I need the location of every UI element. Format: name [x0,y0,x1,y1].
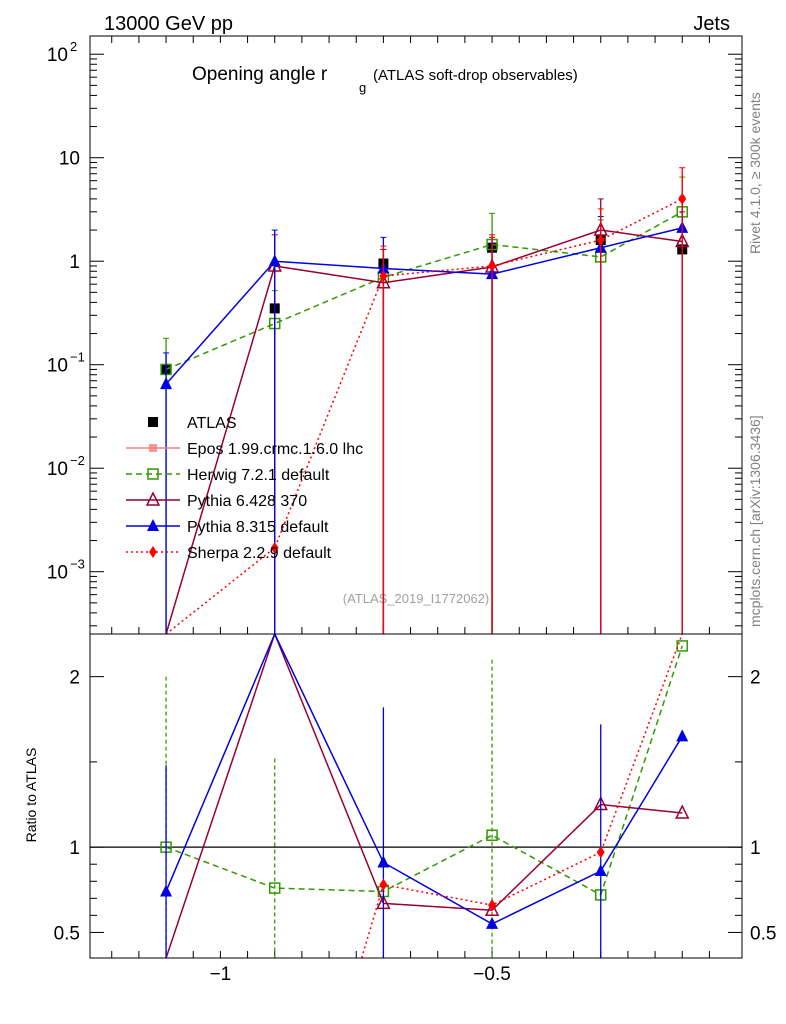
legend-marker-box [149,444,157,452]
ratio-y-tick-label-right: 2 [750,668,761,689]
y-tick-label: 10 [47,563,68,584]
y-tick-label: 1 [69,252,80,273]
ratio-y-tick-label-right: 0.5 [750,923,776,944]
ratio-point [676,729,689,742]
ratio-y-tick-label-right: 1 [750,838,761,859]
ratio-line [165,631,683,959]
ratio-series-Pythia8 [160,632,689,958]
data-point [379,269,388,282]
data-point [596,234,605,247]
title-suffix: (ATLAS soft-drop observables) [373,67,578,84]
analysis-watermark: (ATLAS_2019_I1772062) [343,591,489,606]
legend-label: Epos 1.99.crmc.1.6.0 lhc [187,441,363,458]
ratio-point [484,901,500,917]
legend-label: Pythia 6.428 370 [187,493,307,510]
ratio-point [488,899,497,912]
legend-marker [148,417,158,427]
data-point [160,377,173,390]
legend-item-Epos: Epos 1.99.crmc.1.6.0 lhc [126,441,363,458]
legend-marker [149,546,157,558]
legend-marker [147,468,159,480]
ratio-point [676,640,688,652]
legend-marker [147,519,159,531]
ratio-line [165,632,683,925]
title-text: Opening angle r [192,64,328,85]
data-point [488,259,497,272]
ratio-y-tick-label-left: 0.5 [54,923,80,944]
legend: ATLAS Epos 1.99.crmc.1.6.0 lhc Herwig 7.2.… [126,415,363,562]
side-label-top: Rivet 4.1.0, ≥ 300k events [747,92,763,254]
ratio-axis-ticks: 0.5 0.5 1 1 2 2 −1 −0.5 [54,668,777,985]
legend-item-Pythia6: Pythia 6.428 370 [126,491,307,510]
ratio-y-tick-label-left: 1 [69,838,80,859]
y-tick-exponent: −2 [70,453,85,468]
title-subscript: g [359,80,366,95]
series-Sherpa [165,167,687,635]
y-tick-exponent: −1 [70,350,85,365]
y-tick-label: 10 [47,45,68,66]
ratio-line [165,645,683,896]
legend-label: Pythia 8.315 default [187,519,329,536]
x-tick-label: −1 [210,964,232,985]
header-left-label: 13000 GeV pp [104,13,233,35]
series-line [165,211,683,371]
legend-label: Sherpa 2.2.9 default [187,545,332,562]
ratio-line [360,633,683,959]
ratio-series-Herwig [160,640,688,958]
ratio-series-Pythia6 [165,631,690,959]
legend-marker [145,491,161,506]
y-tick-label: 10 [59,149,80,170]
ratio-point [486,916,499,929]
ratio-point [594,864,607,877]
series-line [165,229,683,635]
ratio-ylabel: Ratio to ATLAS [23,748,39,843]
x-tick-label: −0.5 [473,964,511,985]
legend-item-Herwig: Herwig 7.2.1 default [126,467,330,484]
ratio-point [675,804,690,819]
main-series-group [160,167,690,635]
legend-label: ATLAS [187,415,237,432]
ratio-point [268,882,281,894]
y-tick-exponent: −3 [70,557,85,572]
ratio-point [596,846,605,859]
series-Pythia8 [160,196,689,634]
data-point [678,192,687,205]
y-tick-exponent: 2 [70,39,77,54]
series-ATLAS [161,235,688,375]
ratio-frame [89,633,743,959]
legend-item-Sherpa: Sherpa 2.2.9 default [126,545,332,562]
legend-label: Herwig 7.2.1 default [187,467,330,484]
data-point [268,254,281,267]
header-right-label: Jets [693,13,730,35]
y-tick-label: 10 [47,459,68,480]
ratio-series-group [160,631,690,959]
legend-item-ATLAS: ATLAS [148,415,237,432]
legend-item-Pythia8: Pythia 8.315 default [126,519,329,536]
ratio-point [160,884,173,897]
data-point [270,541,279,554]
ratio-y-tick-label-left: 2 [69,668,80,689]
ratio-series-Sherpa [360,633,683,959]
legend-marker [149,444,157,452]
main-title: Opening angle r [192,64,328,85]
ratio-point [377,855,390,868]
series-line [165,198,683,635]
ratio-point [379,878,388,891]
y-tick-label: 10 [47,356,68,377]
side-label-bottom: mcplots.cern.ch [arXiv:1306.3436] [747,415,763,627]
ratio-point [486,829,498,841]
